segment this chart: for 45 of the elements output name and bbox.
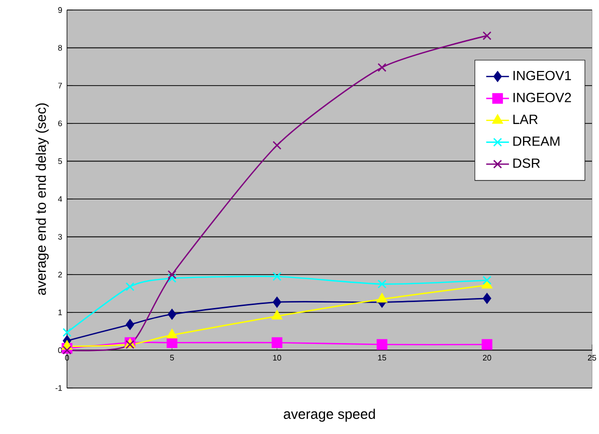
legend-label: LAR	[513, 114, 538, 124]
point	[272, 140, 282, 150]
point	[168, 274, 176, 283]
point	[482, 293, 492, 304]
x-tick-label: 25	[588, 354, 596, 361]
point	[482, 276, 492, 285]
legend-label: INGEOV1	[514, 70, 571, 80]
y-tick-label: 7	[58, 82, 62, 88]
point	[126, 319, 134, 330]
y-tick-label: 4	[58, 196, 62, 202]
point	[376, 293, 388, 302]
point	[126, 282, 134, 292]
x-tick-label: 5	[170, 354, 174, 360]
x-tick-label: 10	[273, 354, 282, 361]
y-tick-label: 5	[58, 158, 62, 164]
y-tick-label: 2	[58, 272, 62, 278]
legend-label: INGEOV2	[514, 92, 571, 102]
point	[272, 272, 282, 281]
point	[62, 328, 72, 337]
y-tick-label: 6	[58, 120, 62, 126]
point	[168, 308, 176, 320]
point	[272, 296, 282, 308]
point	[376, 339, 388, 350]
y-axis-title: average end to end delay (sec)	[36, 103, 49, 295]
point	[482, 339, 492, 350]
legend-label: DREAM	[513, 136, 560, 146]
x-tick-label: 15	[378, 354, 386, 360]
point	[168, 270, 176, 280]
point	[378, 63, 386, 72]
y-tick-label: 3	[58, 234, 62, 240]
y-tick-label: 1	[58, 310, 62, 316]
y-tick-label: 9	[58, 7, 62, 13]
point	[166, 337, 178, 348]
x-tick-label: 20	[482, 354, 492, 361]
legend-label: DSR	[513, 158, 540, 168]
y-tick-label: 0	[58, 347, 62, 354]
point	[378, 280, 386, 288]
point	[272, 337, 282, 348]
point	[62, 346, 72, 355]
point	[166, 329, 178, 338]
point	[272, 310, 282, 320]
y-tick-label: 8	[58, 44, 62, 51]
x-axis-title: average speed	[284, 408, 375, 422]
y-tick-label: -1	[56, 385, 62, 391]
point	[482, 31, 492, 40]
